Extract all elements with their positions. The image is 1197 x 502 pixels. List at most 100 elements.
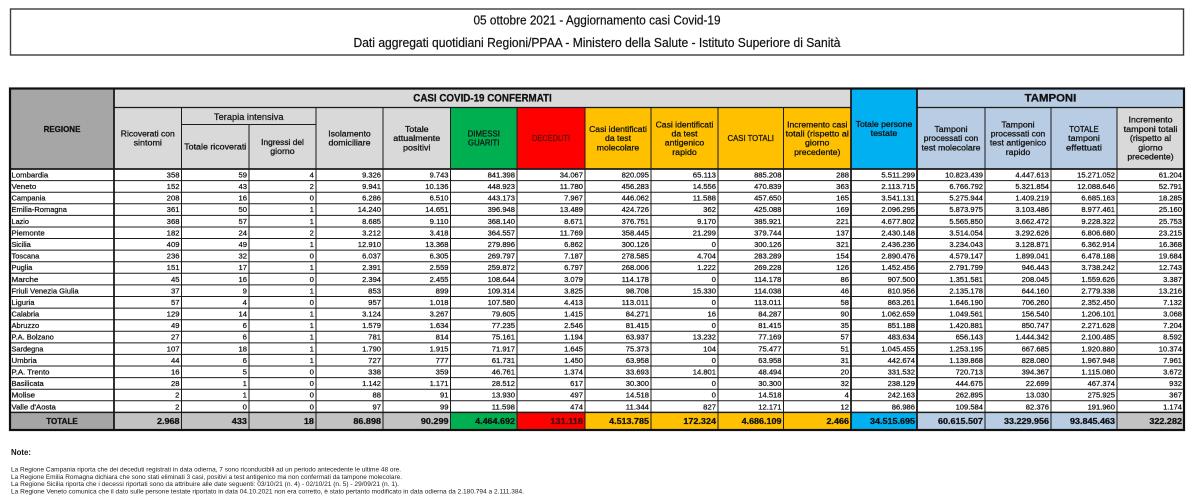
svg-text:91: 91	[440, 391, 449, 400]
svg-text:REGIONE: REGIONE	[44, 124, 81, 134]
svg-text:11.769: 11.769	[560, 228, 583, 237]
svg-text:1.915: 1.915	[430, 344, 449, 353]
svg-text:domiciliare: domiciliare	[329, 139, 372, 148]
svg-text:3.212: 3.212	[362, 228, 381, 237]
svg-text:Note:: Note:	[11, 447, 31, 457]
svg-text:131.118: 131.118	[550, 417, 583, 426]
svg-text:63.958: 63.958	[626, 356, 649, 365]
svg-text:6.478.188: 6.478.188	[1081, 252, 1115, 261]
svg-text:Friuli Venezia Giulia: Friuli Venezia Giulia	[12, 286, 80, 295]
svg-text:TOTALE: TOTALE	[46, 417, 78, 426]
svg-text:1: 1	[310, 333, 314, 342]
svg-text:0: 0	[243, 402, 247, 411]
svg-text:35: 35	[841, 321, 850, 330]
svg-text:59: 59	[239, 170, 248, 179]
svg-text:1.646.190: 1.646.190	[949, 298, 983, 307]
svg-text:16: 16	[239, 194, 248, 203]
svg-text:474: 474	[570, 402, 583, 411]
svg-text:49: 49	[239, 240, 248, 249]
svg-text:CASI COVID-19 CONFERMATI: CASI COVID-19 CONFERMATI	[413, 93, 552, 105]
svg-text:giorno: giorno	[270, 147, 295, 156]
svg-text:5.321.854: 5.321.854	[1015, 182, 1049, 191]
svg-text:362: 362	[703, 205, 716, 214]
svg-text:molecolare: molecolare	[597, 143, 640, 152]
svg-text:0: 0	[712, 379, 716, 388]
svg-text:236: 236	[167, 252, 180, 261]
svg-text:Emilia-Romagna: Emilia-Romagna	[12, 205, 68, 214]
svg-text:4.579.147: 4.579.147	[949, 252, 983, 261]
svg-text:11.780: 11.780	[560, 182, 583, 191]
svg-text:467.374: 467.374	[1088, 379, 1115, 388]
svg-text:0: 0	[712, 391, 716, 400]
svg-text:12.910: 12.910	[358, 240, 381, 249]
svg-text:Lombardia: Lombardia	[12, 170, 50, 179]
svg-text:3.124: 3.124	[362, 310, 381, 319]
svg-text:19.684: 19.684	[1159, 252, 1182, 261]
svg-text:Umbria: Umbria	[12, 356, 38, 365]
svg-text:17: 17	[239, 263, 248, 272]
svg-text:446.062: 446.062	[622, 194, 649, 203]
svg-text:1.444.342: 1.444.342	[1015, 333, 1049, 342]
svg-text:sintomi: sintomi	[134, 139, 163, 148]
svg-text:4.704: 4.704	[697, 252, 716, 261]
svg-text:361: 361	[167, 205, 180, 214]
svg-text:727: 727	[368, 356, 381, 365]
svg-text:46: 46	[841, 286, 850, 295]
svg-text:863.261: 863.261	[888, 298, 915, 307]
svg-text:86: 86	[841, 275, 850, 284]
svg-text:172.324: 172.324	[683, 417, 716, 426]
svg-text:75.373: 75.373	[626, 344, 649, 353]
svg-text:Puglia: Puglia	[12, 263, 34, 272]
svg-text:7.961: 7.961	[1163, 356, 1182, 365]
svg-text:1.018: 1.018	[430, 298, 449, 307]
svg-text:28.512: 28.512	[492, 379, 515, 388]
svg-text:32: 32	[841, 379, 850, 388]
svg-text:667.685: 667.685	[1022, 344, 1049, 353]
svg-text:1.351.581: 1.351.581	[949, 275, 983, 284]
svg-text:114.178: 114.178	[622, 275, 649, 284]
svg-text:2.271.628: 2.271.628	[1081, 321, 1115, 330]
svg-text:1.452.456: 1.452.456	[881, 263, 915, 272]
svg-text:Tamponi: Tamponi	[1001, 120, 1034, 129]
svg-text:6.797: 6.797	[564, 263, 583, 272]
svg-text:2: 2	[175, 391, 179, 400]
svg-text:46.761: 46.761	[492, 367, 515, 376]
svg-text:269.228: 269.228	[754, 263, 781, 272]
svg-text:2.352.450: 2.352.450	[1081, 298, 1115, 307]
svg-text:1: 1	[243, 379, 247, 388]
svg-text:totali (rispetto al: totali (rispetto al	[786, 130, 849, 139]
svg-text:25.753: 25.753	[1159, 217, 1182, 226]
svg-text:9.228.322: 9.228.322	[1081, 217, 1115, 226]
svg-text:0: 0	[310, 402, 314, 411]
svg-text:221: 221	[836, 217, 849, 226]
svg-text:288: 288	[836, 170, 849, 179]
svg-text:0: 0	[712, 240, 716, 249]
svg-text:1.062.659: 1.062.659	[881, 310, 915, 319]
svg-text:442.674: 442.674	[888, 356, 915, 365]
svg-text:278.585: 278.585	[622, 252, 649, 261]
svg-text:16.368: 16.368	[1159, 240, 1182, 249]
svg-text:1.559.626: 1.559.626	[1081, 275, 1115, 284]
svg-text:165: 165	[836, 194, 849, 203]
svg-text:0: 0	[310, 298, 314, 307]
svg-text:processati con: processati con	[924, 134, 979, 143]
svg-text:24: 24	[239, 228, 248, 237]
svg-text:1.049.561: 1.049.561	[949, 310, 983, 319]
svg-text:14.556: 14.556	[693, 182, 716, 191]
svg-text:11.588: 11.588	[693, 194, 716, 203]
svg-text:84.271: 84.271	[626, 310, 649, 319]
svg-text:Veneto: Veneto	[12, 182, 37, 191]
svg-text:14: 14	[239, 310, 248, 319]
svg-text:Calabria: Calabria	[12, 310, 41, 319]
svg-text:6.766.792: 6.766.792	[949, 182, 983, 191]
svg-text:25.160: 25.160	[1159, 205, 1182, 214]
svg-text:3.068: 3.068	[1163, 310, 1182, 319]
svg-text:61.204: 61.204	[1159, 170, 1182, 179]
svg-text:169: 169	[836, 205, 849, 214]
svg-text:8.671: 8.671	[564, 217, 583, 226]
svg-text:5.275.944: 5.275.944	[949, 194, 983, 203]
svg-text:448.923: 448.923	[488, 182, 515, 191]
svg-text:1.420.881: 1.420.881	[949, 321, 983, 330]
svg-text:114.178: 114.178	[754, 275, 781, 284]
svg-text:113.011: 113.011	[622, 298, 649, 307]
